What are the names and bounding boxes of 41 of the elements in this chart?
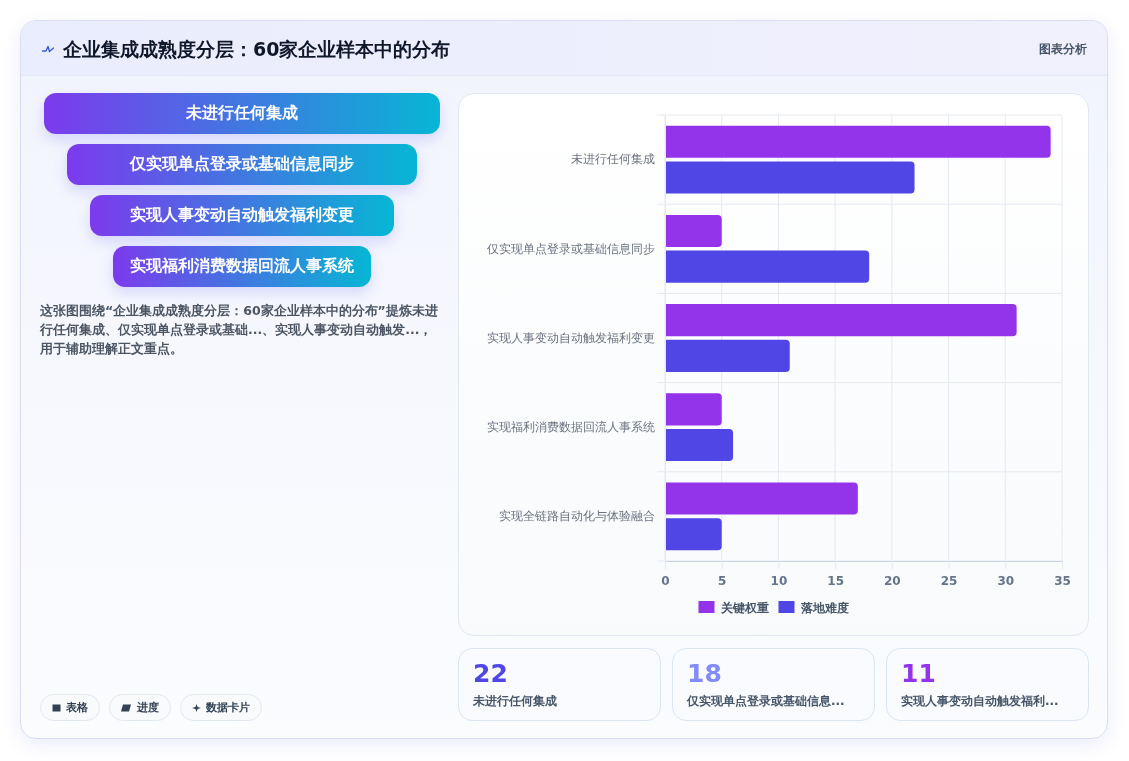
text: 进度 [136, 700, 159, 715]
bar [665, 339, 790, 372]
x-tick-label: 15 [827, 573, 844, 588]
text: 实现人事变动自动触发福利... [901, 693, 1059, 710]
text: 22 [473, 659, 508, 688]
x-tick-label: 0 [661, 573, 670, 588]
x-tick-label: 35 [1054, 573, 1071, 588]
y-tick-label: 实现福利消费数据回流人事系统 [487, 420, 655, 435]
legend-label: 关键权重 [719, 600, 769, 615]
category-label: 仅实现单点登录或基础信息同步 [67, 144, 417, 185]
bar [665, 482, 858, 515]
category-label: 未进行任何集成 [44, 93, 440, 134]
bar [665, 161, 915, 194]
text: 11 [901, 659, 936, 688]
legend-label: 落地难度 [799, 600, 849, 615]
x-tick-label: 5 [718, 573, 727, 588]
y-tick-label: 仅实现单点登录或基础信息同步 [487, 241, 655, 256]
text: 仅实现单点登录或基础信息... [687, 693, 845, 710]
x-tick-label: 10 [770, 573, 788, 588]
y-tick-label: 未进行任何集成 [571, 152, 655, 167]
text: 未进行任何集成 [473, 693, 557, 710]
x-tick-label: 30 [997, 573, 1015, 588]
text: 图表分析 [1039, 41, 1087, 58]
y-tick-label: 实现全链路自动化与体验融合 [499, 509, 655, 524]
bar [665, 250, 870, 283]
bar [665, 428, 734, 462]
bar [665, 393, 722, 426]
bar [665, 214, 722, 248]
text: 数据卡片 [205, 700, 250, 715]
bar [665, 304, 1017, 337]
text: 18 [687, 659, 722, 688]
x-tick-label: 20 [884, 573, 901, 588]
text: 这张图围绕“企业集成成熟度分层：60家企业样本中的分布”提炼未进行任何集成、仅实现单点登录或基础...、实现人事变动自动触发...，用于辅助理解正文重点。 [40, 302, 439, 358]
bar [665, 518, 722, 551]
category-label: 实现福利消费数据回流人事系统 [113, 246, 371, 287]
bar [665, 125, 1051, 158]
text: 企业集成成熟度分层：60家企业样本中的分布 [63, 37, 451, 62]
category-label: 实现人事变动自动触发福利变更 [90, 195, 394, 236]
text: 表格 [66, 700, 88, 715]
y-tick-label: 实现人事变动自动触发福利变更 [487, 330, 655, 345]
x-tick-label: 25 [940, 573, 958, 588]
